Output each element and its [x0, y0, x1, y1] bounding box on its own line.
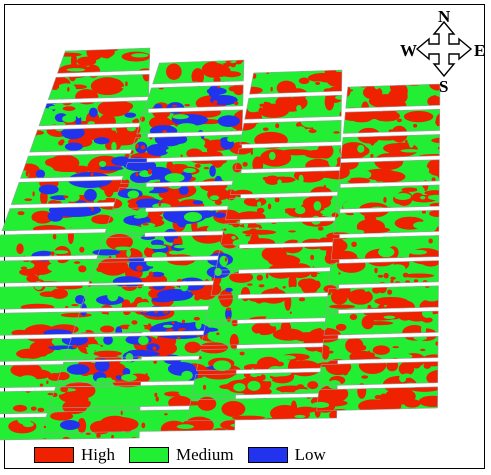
legend-item-medium: Medium [129, 445, 234, 465]
compass-west-label: W [400, 41, 417, 60]
legend-swatch-high [34, 447, 74, 463]
legend-label-low: Low [294, 445, 326, 464]
legend: High Medium Low [34, 443, 340, 467]
legend-swatch-low [247, 447, 288, 463]
field-strip [220, 220, 341, 246]
field-strip [205, 295, 339, 321]
compass-east-label: E [474, 41, 486, 60]
field-strip [323, 310, 439, 336]
field-strip [333, 209, 440, 235]
field-strip [128, 134, 243, 160]
field-strip [338, 159, 440, 185]
field-strip [196, 346, 339, 372]
field-strip [186, 396, 338, 422]
field-strip [345, 83, 441, 109]
field-strip [47, 73, 150, 100]
field-strip [200, 321, 339, 346]
compass-south-label: S [439, 77, 449, 96]
field-strip [335, 184, 440, 210]
field-strip [340, 134, 440, 160]
field-strip [321, 335, 439, 361]
field-strip [318, 361, 439, 387]
field-strip [191, 371, 338, 397]
legend-label-medium: Medium [176, 445, 234, 464]
compass-north-label: N [438, 7, 451, 26]
field-strip [249, 69, 343, 95]
field-strip [244, 94, 342, 120]
field-strip [57, 47, 151, 74]
field-strip [104, 209, 241, 234]
field-strip [210, 270, 340, 296]
field-strip [330, 235, 440, 260]
field-strip [225, 195, 341, 221]
field-strip [215, 245, 340, 271]
field-strips [0, 47, 441, 441]
field-strip [343, 108, 441, 134]
legend-swatch-medium [129, 447, 169, 463]
legend-item-low: Low [247, 445, 326, 465]
field-strip [328, 260, 439, 286]
field-strip [316, 386, 439, 412]
field-strip [40, 408, 236, 434]
field-strip [29, 126, 149, 153]
field-strip [112, 184, 242, 209]
compass-rose: N S W E [398, 8, 490, 98]
field-strip [234, 145, 342, 170]
field-strip [152, 59, 245, 85]
field-strip [136, 109, 244, 135]
field-strip [120, 159, 242, 184]
compass-arrows-icon [415, 20, 473, 78]
field-strip [229, 170, 341, 196]
legend-label-high: High [81, 445, 115, 464]
field-strip [144, 84, 244, 110]
field-strip [96, 234, 240, 259]
field-strip [326, 285, 439, 311]
field-strip [239, 119, 342, 145]
field-strip [38, 100, 149, 127]
legend-item-high: High [34, 445, 115, 465]
